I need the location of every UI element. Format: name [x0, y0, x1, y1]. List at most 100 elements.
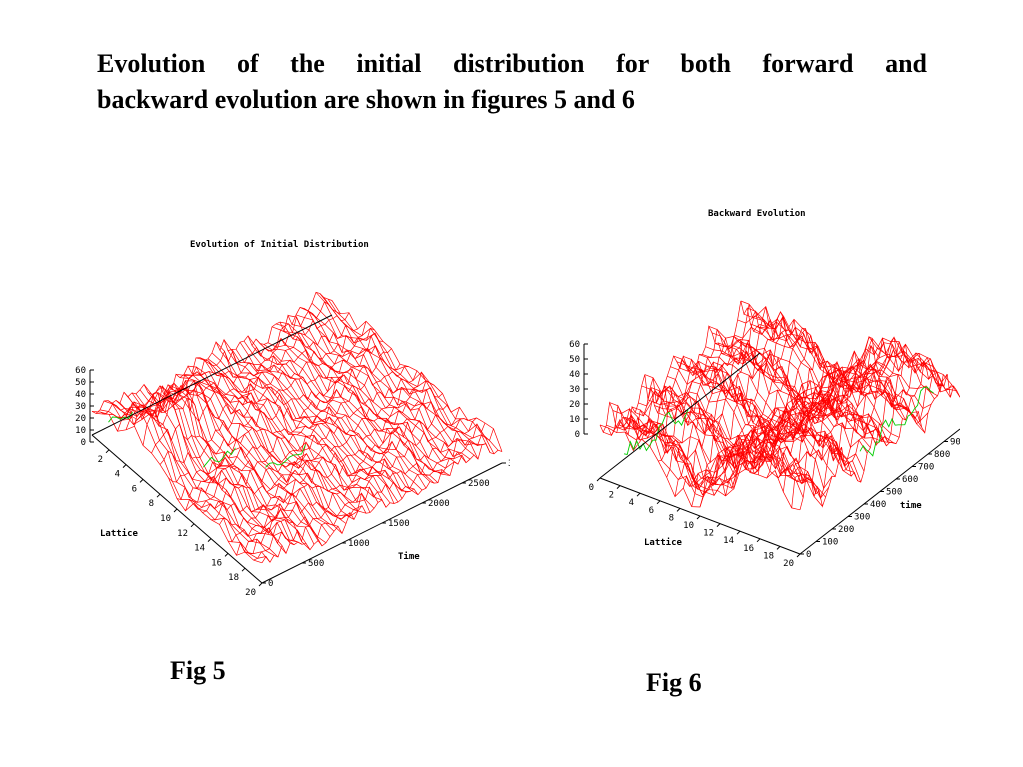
surface-mesh-line — [271, 326, 443, 472]
y-tick-label: 600 — [902, 475, 918, 485]
x-tick — [258, 582, 263, 587]
surface-mesh-line — [702, 354, 903, 426]
surface-underside-line — [108, 411, 133, 423]
surface-mesh-line — [692, 368, 894, 446]
x-tick — [122, 464, 127, 468]
surface-mesh-line — [708, 325, 909, 409]
z-tick-label: 40 — [75, 390, 86, 400]
y-tick-label: 700 — [918, 463, 934, 473]
surface-mesh-line — [695, 368, 897, 445]
z-tick-label: 0 — [575, 430, 580, 440]
surface-mesh-line — [599, 424, 801, 511]
surface-mesh-line — [654, 405, 855, 474]
surface-mesh-line — [603, 419, 804, 498]
slide-heading: Evolution of the initial distribution fo… — [97, 46, 927, 118]
surface-mesh-line — [679, 361, 881, 439]
x-tick-label: 2 — [609, 491, 614, 501]
surface-mesh-line — [311, 302, 483, 446]
x-tick-label: 16 — [211, 558, 222, 568]
surface-underside-line — [623, 409, 689, 456]
surface-mesh-line — [727, 345, 929, 422]
z-tick-label: 40 — [569, 370, 580, 380]
x-tick-label: 20 — [245, 588, 256, 598]
z-tick-label: 50 — [75, 378, 86, 388]
surface-underside-line — [265, 444, 306, 468]
surface-mesh-line — [227, 418, 469, 543]
y-tick-label: 200 — [838, 525, 854, 535]
fig6-axes: 0102030405060024681012141618200100200300… — [569, 340, 960, 569]
surface-mesh-line — [705, 342, 906, 421]
x-tick-label: 16 — [743, 544, 754, 554]
surface-mesh-line — [100, 301, 341, 415]
surface-mesh-line — [641, 385, 842, 468]
z-tick-label: 0 — [81, 438, 86, 448]
surface-mesh-line — [673, 355, 874, 435]
fig5-surface — [91, 291, 503, 564]
z-tick-label: 10 — [75, 426, 86, 436]
surface-underside-line — [859, 386, 934, 457]
surface-mesh-line — [175, 373, 347, 524]
x-tick — [756, 538, 761, 543]
fig5-y-axis-label: Time — [398, 551, 420, 562]
y-tick-label: 400 — [870, 500, 886, 510]
y-tick-label: 1500 — [388, 519, 410, 529]
y-tick-label: 3000 — [508, 459, 510, 469]
x-tick-label: 0 — [589, 483, 594, 493]
fig6-caption: Fig 6 — [646, 668, 702, 697]
surface-mesh-line — [255, 338, 427, 489]
surface-mesh-line — [123, 392, 295, 545]
surface-mesh-line — [718, 342, 919, 421]
surface-mesh-line — [195, 357, 367, 514]
x-tick-label: 18 — [228, 573, 239, 583]
x-tick — [796, 553, 801, 558]
surface-mesh-line — [167, 384, 339, 527]
x-tick — [636, 492, 641, 497]
surface-mesh-line — [203, 360, 375, 509]
x-tick-label: 4 — [115, 470, 120, 480]
surface-mesh-line — [628, 423, 830, 499]
back-axis-line — [91, 314, 333, 436]
back-axis-line — [599, 352, 761, 479]
y-tick-label: 900 — [950, 438, 960, 448]
surface-mesh-line — [267, 342, 439, 483]
surface-mesh-line — [111, 403, 283, 546]
z-tick-label: 30 — [569, 385, 580, 395]
surface-mesh-line — [139, 382, 311, 550]
x-tick — [173, 508, 178, 513]
surface-mesh-line — [683, 355, 884, 448]
fig6-x-axis-label: Lattice — [644, 537, 683, 548]
surface-mesh-line — [191, 371, 363, 511]
x-tick-label: 8 — [669, 513, 674, 523]
z-tick-label: 30 — [75, 402, 86, 412]
x-tick-label: 2 — [98, 455, 103, 465]
fig6-surface — [599, 300, 960, 511]
surface-mesh-line — [631, 406, 833, 490]
surface-mesh-line — [283, 330, 455, 469]
x-tick — [207, 538, 212, 542]
y-tick-label: 800 — [934, 450, 950, 460]
x-tick-label: 10 — [160, 514, 171, 524]
surface-mesh-line — [202, 387, 443, 513]
x-tick-label: 6 — [649, 506, 654, 516]
surface-mesh-line — [657, 411, 858, 481]
surface-mesh-line — [612, 408, 813, 489]
surface-mesh-line — [323, 297, 495, 455]
surface-mesh-line — [667, 375, 868, 460]
fig6-y-axis-label: time — [900, 500, 922, 511]
heading-line-2: backward evolution are shown in figures … — [97, 85, 635, 114]
x-tick-label: 12 — [177, 529, 188, 539]
surface-mesh-line — [331, 300, 503, 452]
surface-mesh-line — [239, 342, 411, 492]
x-tick — [224, 553, 229, 557]
fig5-x-axis-label: Lattice — [100, 528, 139, 539]
surface-mesh-line — [247, 335, 419, 495]
surface-mesh-line — [615, 418, 817, 494]
surface-mesh-line — [251, 345, 423, 491]
surface-mesh-line — [183, 374, 355, 520]
fig6-title: Backward Evolution — [708, 208, 806, 219]
x-tick — [105, 449, 110, 454]
surface-mesh-line — [227, 350, 399, 503]
surface-mesh-line — [103, 400, 275, 556]
surface-mesh-line — [660, 402, 862, 483]
x-tick — [716, 523, 721, 527]
